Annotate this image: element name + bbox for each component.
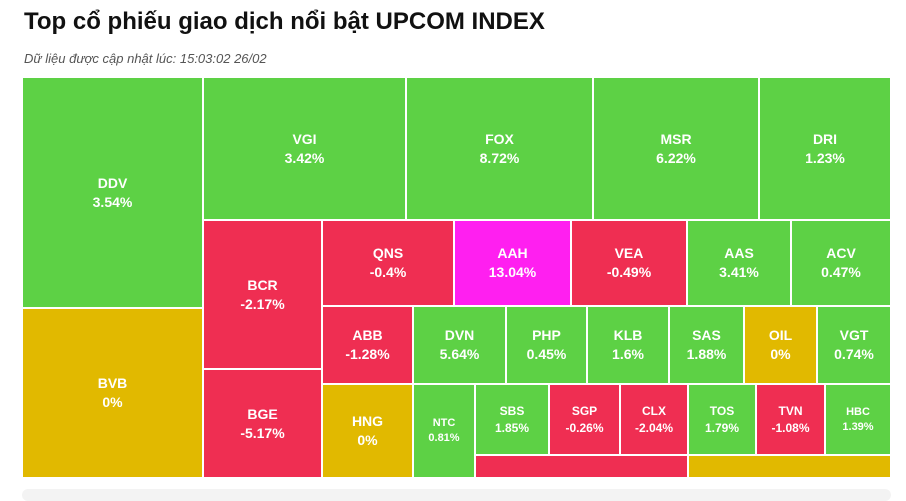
tile-symbol: OIL (768, 327, 793, 344)
tile-symbol: KLB (613, 327, 643, 344)
tile-change: 3.54% (92, 193, 133, 210)
tile-symbol: DVN (444, 327, 475, 344)
tile-change: -0.4% (369, 264, 407, 280)
tile-bcr[interactable]: BCR -2.17% (203, 220, 322, 369)
tile-change: 5.64% (439, 346, 480, 362)
tile-dvn[interactable]: DVN 5.64% (413, 306, 506, 384)
tile-change: 0.47% (821, 264, 861, 280)
tile-vgi[interactable]: VGI 3.42% (203, 77, 406, 220)
tile-change: 1.85% (494, 420, 530, 435)
tile-change: -0.26% (565, 420, 604, 435)
tile-symbol: SBS (499, 404, 525, 419)
tile-dri[interactable]: DRI 1.23% (759, 77, 891, 220)
tile-sbs[interactable]: SBS 1.85% (475, 384, 549, 455)
tile-change: 1.39% (842, 420, 874, 433)
tile-change: 13.04% (488, 264, 537, 280)
tile-strip-28[interactable] (475, 455, 688, 478)
tile-symbol: TOS (709, 404, 735, 419)
tile-symbol: HBC (846, 405, 870, 418)
tile-symbol: FOX (485, 130, 514, 147)
tile-abb[interactable]: ABB -1.28% (322, 306, 413, 384)
tile-change: 1.23% (805, 149, 845, 166)
tile-symbol: AAH (497, 245, 528, 262)
tile-tvn[interactable]: TVN -1.08% (756, 384, 825, 455)
tile-ntc[interactable]: NTC 0.81% (413, 384, 475, 478)
tile-symbol: NTC (432, 417, 456, 430)
tile-change: 3.42% (284, 149, 325, 166)
tile-change: -2.04% (634, 420, 674, 435)
tile-change: -1.28% (345, 346, 390, 362)
tile-symbol: ACV (826, 245, 856, 262)
tile-symbol: BVB (97, 375, 128, 392)
tile-symbol: DDV (97, 174, 128, 191)
tile-acv[interactable]: ACV 0.47% (791, 220, 891, 306)
tile-bvb[interactable]: BVB 0% (22, 308, 203, 478)
tile-change: 0.81% (428, 432, 460, 444)
tile-msr[interactable]: MSR 6.22% (593, 77, 759, 220)
tile-change: 1.79% (704, 420, 740, 435)
tile-change: 8.72% (479, 149, 520, 166)
tile-symbol: SGP (571, 404, 598, 419)
tile-symbol: TVN (778, 404, 803, 419)
treemap-chart: DDV 3.54% BVB 0% VGI 3.42% FOX 8.72% MSR 6.22% DRI… (22, 77, 891, 478)
tile-symbol: MSR (660, 130, 692, 147)
tile-change: 6.22% (656, 149, 696, 166)
tile-change: 3.41% (719, 264, 759, 280)
tile-symbol: VGI (292, 130, 317, 147)
tile-symbol: DRI (812, 130, 838, 147)
tile-change: 0% (357, 432, 378, 448)
tile-change: 1.88% (686, 346, 727, 362)
tile-symbol: PHP (532, 327, 561, 344)
tile-php[interactable]: PHP 0.45% (506, 306, 587, 384)
tile-change: 0.45% (526, 346, 567, 362)
tile-klb[interactable]: KLB 1.6% (587, 306, 669, 384)
tile-hbc[interactable]: HBC 1.39% (825, 384, 891, 455)
tile-change: 0.74% (834, 346, 874, 362)
tile-change: -5.17% (240, 424, 285, 441)
tile-change: 0% (102, 394, 123, 410)
tile-symbol: HNG (351, 413, 384, 430)
tile-qns[interactable]: QNS -0.4% (322, 220, 454, 306)
tile-change: -0.49% (606, 264, 652, 280)
tile-symbol: VGT (839, 327, 869, 344)
tile-hng[interactable]: HNG 0% (322, 384, 413, 478)
tile-sas[interactable]: SAS 1.88% (669, 306, 744, 384)
tile-oil[interactable]: OIL 0% (744, 306, 817, 384)
tile-aas[interactable]: AAS 3.41% (687, 220, 791, 306)
tile-change: 1.6% (612, 346, 644, 362)
tile-tos[interactable]: TOS 1.79% (688, 384, 756, 455)
tile-symbol: CLX (642, 404, 666, 419)
tile-symbol: BCR (247, 276, 278, 293)
tile-symbol: VEA (614, 245, 644, 262)
footer-bar (22, 489, 891, 501)
tile-symbol: QNS (372, 245, 404, 262)
tile-bge[interactable]: BGE -5.17% (203, 369, 322, 478)
tile-symbol: ABB (352, 327, 383, 344)
tile-sgp[interactable]: SGP -0.26% (549, 384, 620, 455)
tile-change: -1.08% (771, 420, 810, 435)
tile-strip-29[interactable] (688, 455, 891, 478)
tile-symbol: AAS (724, 245, 754, 262)
update-timestamp: Dữ liệu được cập nhật lúc: 15:03:02 26/0… (24, 51, 267, 66)
tile-vgt[interactable]: VGT 0.74% (817, 306, 891, 384)
tile-ddv[interactable]: DDV 3.54% (22, 77, 203, 308)
tile-symbol: SAS (692, 327, 721, 344)
tile-aah[interactable]: AAH 13.04% (454, 220, 571, 306)
tile-fox[interactable]: FOX 8.72% (406, 77, 593, 220)
tile-symbol: BGE (247, 405, 278, 422)
page-title: Top cổ phiếu giao dịch nổi bật UPCOM IND… (24, 8, 545, 35)
tile-clx[interactable]: CLX -2.04% (620, 384, 688, 455)
tile-change: -2.17% (240, 295, 285, 312)
tile-change: 0% (770, 346, 791, 362)
tile-vea[interactable]: VEA -0.49% (571, 220, 687, 306)
